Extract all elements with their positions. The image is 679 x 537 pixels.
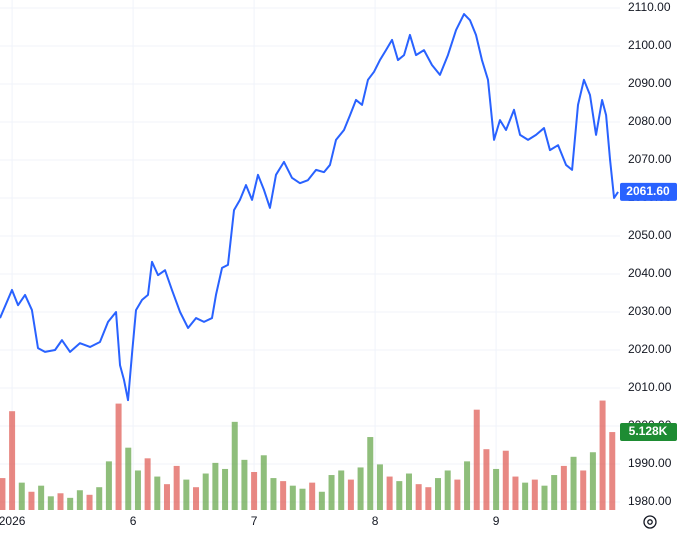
y-tick-label: 2040.00 [628, 266, 672, 280]
price-line [0, 13, 619, 402]
y-tick-label: 2010.00 [628, 380, 672, 394]
volume-bar [386, 476, 393, 510]
volume-bar [425, 487, 432, 510]
volume-bar [338, 470, 345, 510]
volume-bar [531, 479, 538, 510]
volume-bar [38, 485, 45, 510]
volume-bar [96, 487, 103, 510]
volume-bar [328, 475, 335, 510]
volume-bar [473, 409, 480, 510]
y-tick-label: 1990.00 [628, 456, 672, 470]
volume-bar [483, 449, 490, 510]
volume-bar [163, 484, 170, 510]
y-tick-label: 2020.00 [628, 342, 672, 356]
last-volume-box [620, 423, 677, 442]
y-tick-label: 2070.00 [628, 152, 672, 166]
volume-bar [512, 476, 519, 510]
volume-bar [57, 493, 64, 510]
volume-bar [396, 481, 403, 510]
volume-bar [67, 497, 74, 510]
volume-bar [9, 411, 16, 510]
volume-bar [0, 478, 6, 510]
volume-bar [280, 481, 287, 510]
volume-bar [376, 464, 383, 510]
volume-bar [541, 485, 548, 510]
volume-bar [502, 450, 509, 510]
volume-bar [173, 465, 180, 510]
volume-bar [154, 476, 161, 510]
volume-bar [299, 488, 306, 510]
y-tick-label: 2050.00 [628, 228, 672, 242]
volume-bar [47, 496, 54, 510]
volume-bar [444, 470, 451, 510]
x-tick-label: 6 [130, 514, 137, 528]
y-tick-label: 1980.00 [628, 494, 672, 508]
volume-bar [241, 459, 248, 510]
y-tick-label: 2080.00 [628, 114, 672, 128]
volume-bar [260, 455, 267, 510]
volume-bar [435, 478, 442, 510]
volume-bar [193, 487, 200, 510]
volume-bar [231, 421, 238, 510]
volume-bar [202, 473, 209, 510]
volume-bar [454, 479, 461, 510]
volume-bar [183, 479, 190, 510]
volume-bar [251, 472, 258, 510]
volume-bar [18, 482, 25, 510]
volume-bar [212, 462, 219, 510]
volume-bar [599, 400, 606, 510]
volume-bar [551, 475, 558, 510]
volume-bar [464, 461, 471, 510]
volume-bar [560, 465, 567, 510]
y-tick-label: 2100.00 [628, 38, 672, 52]
volume-bar [609, 432, 616, 510]
y-tick-label: 2110.00 [628, 0, 671, 14]
volume-bar [270, 478, 277, 510]
volume-bar [415, 484, 422, 510]
volume-bar [580, 470, 587, 510]
volume-bar [367, 437, 374, 510]
last-volume-label: 5.128K [629, 424, 668, 438]
x-tick-label: 7 [251, 514, 258, 528]
settings-button[interactable] [643, 515, 657, 529]
volume-bar [115, 403, 122, 510]
volume-bar [318, 491, 325, 510]
last-price-box [620, 182, 677, 201]
volume-bar [86, 494, 93, 510]
volume-bar [28, 491, 35, 510]
volume-bar [347, 479, 354, 510]
volume-bar [144, 458, 151, 510]
volume-bar [125, 447, 132, 510]
volume-bar [405, 473, 412, 510]
volume-bar [522, 482, 529, 510]
x-tick-label: 8 [372, 514, 379, 528]
y-tick-label: 2030.00 [628, 304, 672, 318]
last-price-label: 2061.60 [626, 184, 670, 198]
volume-bar [493, 468, 500, 510]
volume-bar [105, 461, 112, 510]
volume-bar [134, 470, 141, 510]
volume-bar [570, 456, 577, 510]
volume-bar [76, 490, 83, 510]
volume-bar [289, 485, 296, 510]
x-tick-label: 2026 [0, 514, 26, 528]
volume-bar [309, 482, 316, 510]
volume-bar [357, 467, 364, 510]
volume-bar [222, 468, 229, 510]
y-tick-label: 2090.00 [628, 76, 672, 90]
x-tick-label: 9 [493, 514, 500, 528]
volume-bar [589, 452, 596, 510]
